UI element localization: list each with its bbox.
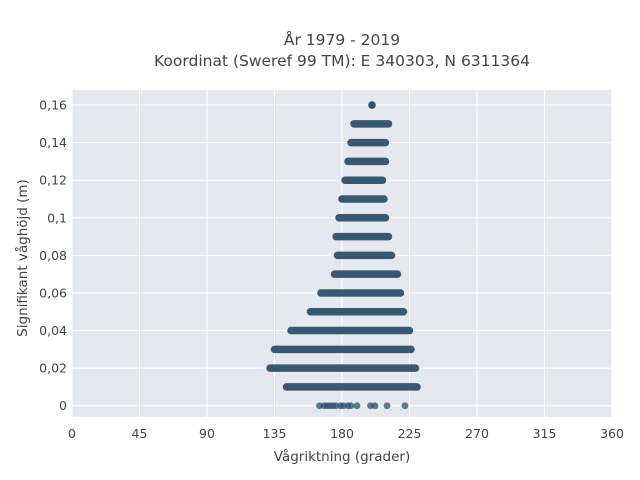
x-tick-label: 180 <box>330 426 354 441</box>
data-point <box>347 402 355 410</box>
chart-subtitle: Koordinat (Sweref 99 TM): E 340303, N 63… <box>154 52 530 70</box>
chart-title: År 1979 - 2019 <box>284 30 400 49</box>
data-points <box>266 101 421 410</box>
x-axis-label: Vågriktning (grader) <box>274 448 411 465</box>
x-tick-label: 315 <box>533 426 557 441</box>
y-tick-label: 0,02 <box>39 361 67 376</box>
y-tick-label: 0,04 <box>39 323 67 338</box>
data-point <box>383 402 391 410</box>
y-tick-label: 0,16 <box>39 98 67 113</box>
y-tick-label: 0,06 <box>39 285 67 300</box>
data-point <box>371 402 379 410</box>
x-tick-labels: 0 45 90 135 180 225 270 315 360 <box>68 426 624 441</box>
data-point <box>368 101 376 109</box>
y-axis-label: Signifikant våghöjd (m) <box>14 179 31 337</box>
y-tick-label: 0,14 <box>39 135 67 150</box>
x-tick-label: 360 <box>600 426 624 441</box>
x-tick-label: 90 <box>199 426 215 441</box>
x-tick-label: 270 <box>465 426 489 441</box>
x-tick-label: 135 <box>263 426 287 441</box>
x-tick-label: 225 <box>398 426 422 441</box>
y-tick-label: 0 <box>59 398 67 413</box>
y-tick-label: 0,12 <box>39 173 67 188</box>
x-tick-label: 45 <box>132 426 148 441</box>
x-tick-label: 0 <box>68 426 76 441</box>
y-tick-label: 0,1 <box>47 210 67 225</box>
y-tick-labels: 0 0,02 0,04 0,06 0,08 0,1 0,12 0,14 0,16 <box>39 98 67 414</box>
data-point <box>353 402 361 410</box>
data-point <box>401 402 409 410</box>
x-gridlines <box>71 90 613 417</box>
y-tick-label: 0,08 <box>39 248 67 263</box>
